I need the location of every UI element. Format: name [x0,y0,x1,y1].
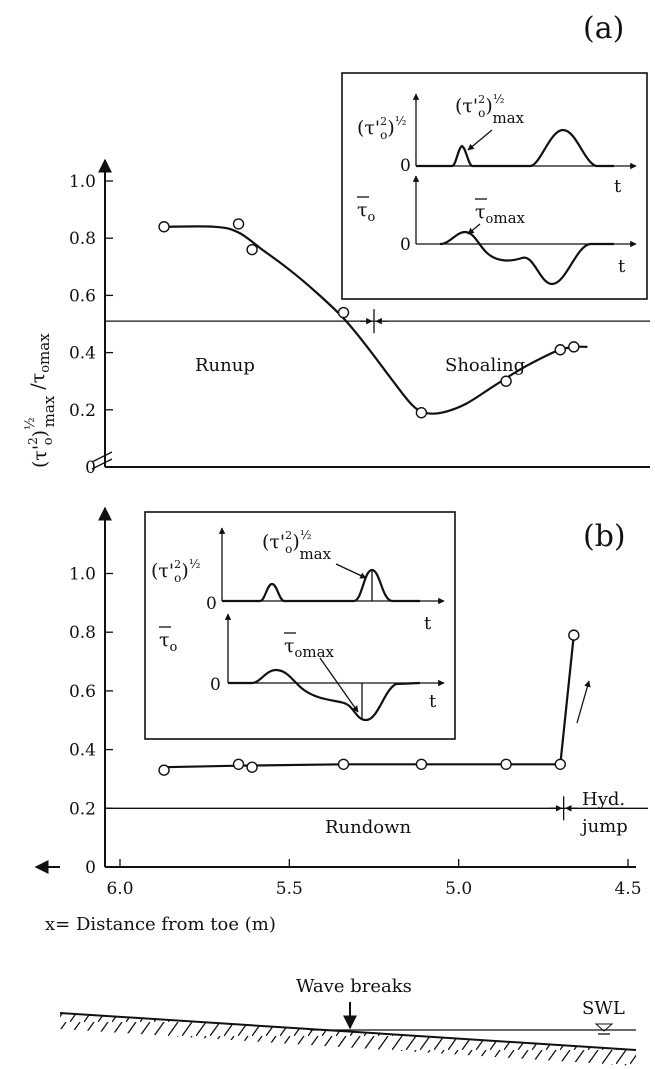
b-xtick-label: 5.5 [276,879,303,899]
swl-symbol [594,1023,614,1032]
panel-b: (b) 0 0.2 0.4 0.6 0.8 1.0 6.0 5.5 5.0 4.5 x= Dis… [34,506,648,935]
b-ytick-label: 0.4 [69,741,96,761]
panel-a-divider [360,309,388,334]
svg-text:t: t [614,176,622,197]
b-data-point [337,758,350,770]
panel-b-region-rundown: Rundown [325,817,412,838]
panel-b-data-points [158,629,580,776]
b-data-point [568,629,580,641]
svg-text:0: 0 [400,235,411,255]
b-ytick-label: 0 [85,858,96,878]
svg-text:0: 0 [210,675,221,695]
a-ytick-label: 0.8 [69,229,96,249]
b-data-point [415,758,428,770]
svg-text:t: t [618,256,626,277]
a-data-point [415,406,428,419]
b-data-point [158,764,170,776]
panel-a-label: (a) [583,11,624,46]
svg-text:t: t [424,613,432,634]
a-data-point [337,306,350,319]
panel-b-inset-top-trace [222,568,420,603]
b-xtick-label: 4.5 [614,879,641,899]
panel-b-region-hyd: Hyd. [582,789,625,810]
panel-b-x-ticks: 6.0 5.5 5.0 4.5 [106,859,642,899]
beach-slope-line [59,1012,637,1051]
beach-slope-hatch [60,1013,636,1066]
a-ytick-label: 0.2 [69,401,96,421]
a-data-point [500,375,512,387]
panel-a-series-curve [163,225,588,415]
b-xtick-label: 6.0 [106,879,133,899]
b-xtick-label: 5.0 [445,879,472,899]
panel-a-inset-bottom-label: τo [357,199,376,225]
b-ytick-label: 1.0 [69,565,96,585]
a-data-point [158,221,170,233]
a-ytick-label: 0 [85,458,96,478]
panel-a-inset: 0 t (τ'2 o)½ (τ'2 o)½ max 0 t τo τomax [341,72,648,300]
panel-a-inset-bottom-peak-label: τomax [475,201,526,227]
b-ytick-label: 0.2 [69,799,96,819]
panel-a: (a) 0 0.2 0.4 0.6 0.8 1.0 Runup Shoaling (τ'2… [23,11,650,478]
panel-a-y-ticks: 0 0.2 0.4 0.6 0.8 1.0 [69,172,113,478]
a-data-point [554,344,566,356]
b-data-point [246,761,258,773]
a-data-point [568,341,580,353]
panel-b-label: (b) [583,519,626,554]
panel-a-inset-top-label: (τ'2 o)½ [357,114,406,142]
panel-a-data-points [158,218,580,419]
panel-b-y-ticks: 0 0.2 0.4 0.6 0.8 1.0 [69,565,113,878]
panel-b-inset-top-peak-label: (τ'2 o)½ max [262,528,332,563]
a-data-point [232,218,245,230]
b-ytick-label: 0.8 [69,623,96,643]
panel-a-region-runup: Runup [195,355,255,376]
panel-b-inset-top-label: (τ'2 o)½ [151,557,200,585]
a-ytick-label: 0.4 [69,344,96,364]
a-data-point [246,243,258,256]
wave-breaks-label: Wave breaks [296,976,412,997]
svg-text:0: 0 [400,156,411,176]
panel-b-inset-bottom-peak-label: τomax [284,635,335,661]
panel-b-inset: 0 t (τ'2 o)½ (τ'2 o)½ max 0 t τo τomax [144,511,456,740]
panel-b-jump-arrow [576,680,591,724]
panel-b-inset-bottom-trace [228,668,421,722]
panel-a-y-label: (τ'2o)½ max/τomax [23,333,58,468]
panel-b-region-jump: jump [580,816,628,837]
panel-a-inset-bottom-trace [439,230,614,286]
beach-sketch: Wave breaks SWL [59,976,637,1066]
swl-label: SWL [582,998,625,1019]
panel-a-inset-top-trace [416,128,614,168]
panel-b-x-label: x= Distance from toe (m) [45,914,276,935]
panel-b-inset-bottom-label: τo [159,629,178,655]
b-data-point [554,758,566,770]
panel-a-ylabel-main: (τ' [29,445,51,468]
panel-a-inset-top-peak-label: (τ'2 o)½ max [455,92,525,127]
b-data-point [232,758,245,770]
b-data-point [500,758,512,770]
panel-b-divider [549,796,578,821]
a-ytick-label: 1.0 [69,172,96,192]
panel-a-region-shoaling: Shoaling [445,355,525,376]
svg-text:0: 0 [206,594,217,614]
panel-a-axis-break [91,451,113,470]
b-ytick-label: 0.6 [69,682,96,702]
a-ytick-label: 0.6 [69,286,96,306]
svg-text:t: t [429,691,437,712]
